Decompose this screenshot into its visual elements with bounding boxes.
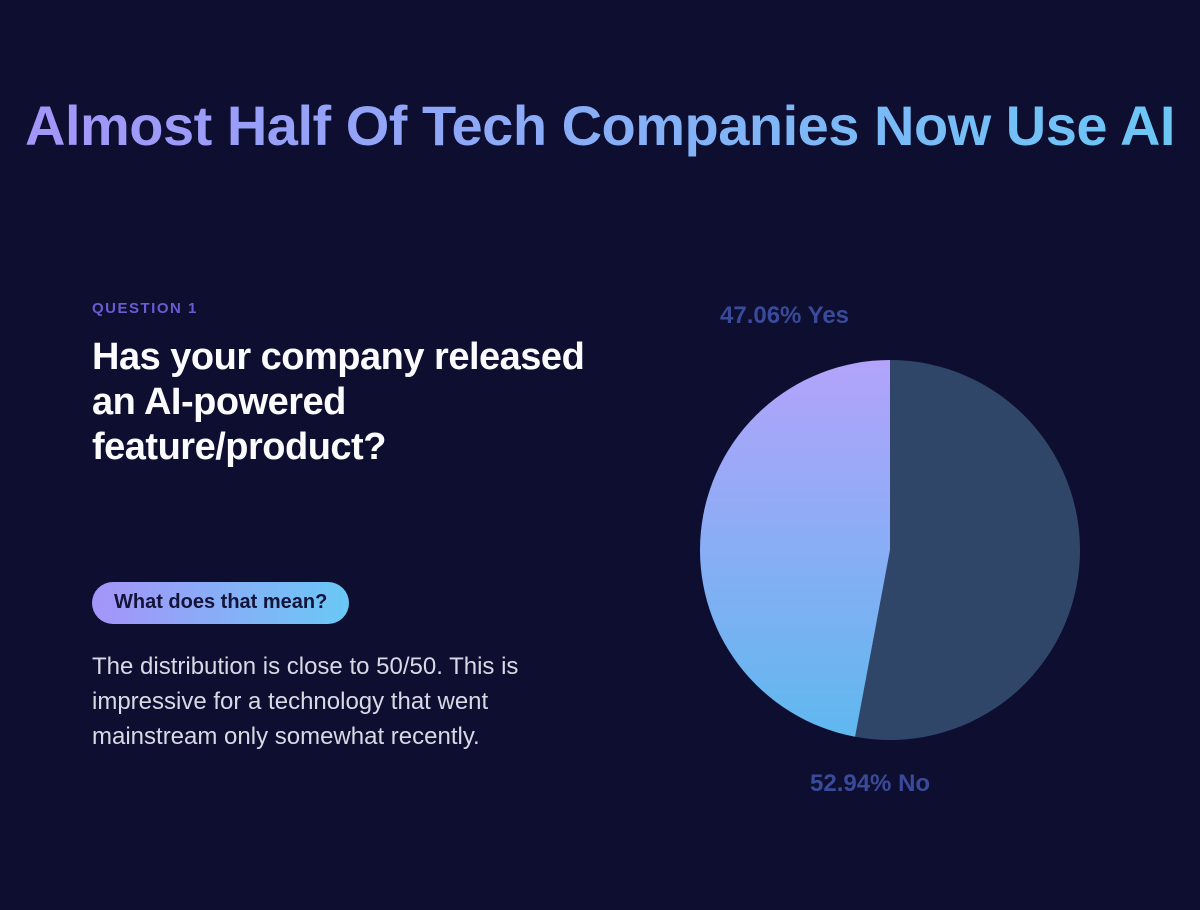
pie-slice-yes: [700, 360, 890, 737]
page-title: Almost Half Of Tech Companies Now Use AI: [0, 95, 1200, 158]
explanation-body: The distribution is close to 50/50. This…: [92, 650, 612, 754]
question-eyebrow: QUESTION 1: [92, 300, 198, 317]
pie-chart: [700, 360, 1080, 740]
question-text: Has your company released an AI-powered …: [92, 335, 592, 469]
pie-label-no: 52.94% No: [810, 770, 930, 798]
pie-label-yes: 47.06% Yes: [720, 302, 849, 330]
explanation-pill: What does that mean?: [92, 582, 349, 624]
